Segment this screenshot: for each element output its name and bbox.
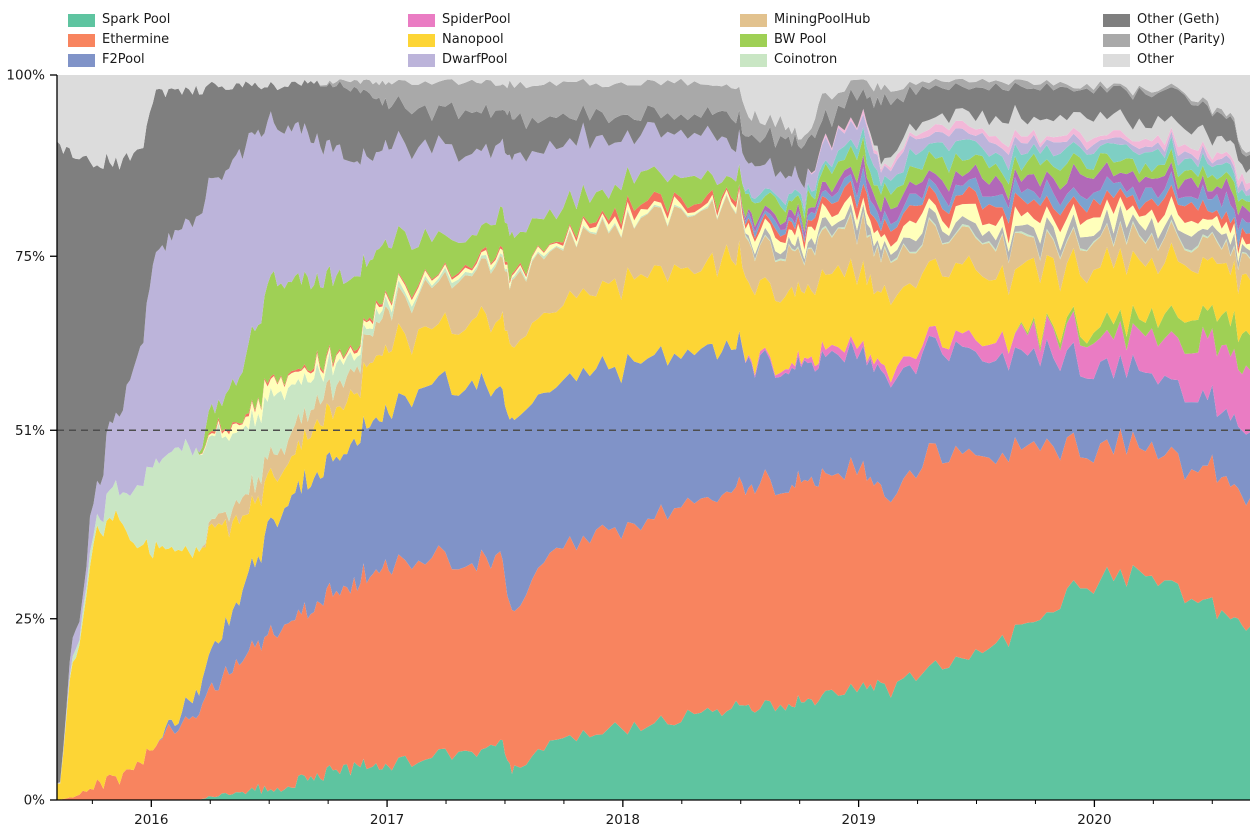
area-series-ethermine xyxy=(57,428,1250,800)
legend-label: F2Pool xyxy=(102,52,145,67)
area-series-other xyxy=(57,75,1250,170)
legend-item: Other (Parity) xyxy=(1103,30,1225,50)
legend-color-swatch xyxy=(68,13,95,27)
legend-item: Other (Geth) xyxy=(1103,10,1225,30)
legend-label: Other (Parity) xyxy=(1137,32,1226,47)
legend-color-swatch xyxy=(68,53,95,67)
axes xyxy=(50,74,1250,807)
legend-column: SpiderPool Nanopool DwarfPool xyxy=(408,10,511,70)
y-tick-label: 75% xyxy=(15,249,45,265)
legend-color-swatch xyxy=(1103,53,1130,67)
y-tick-label: 0% xyxy=(24,793,46,809)
area-series-other-parity- xyxy=(57,78,1250,170)
legend-column: MiningPoolHub BW Pool Coinotron xyxy=(740,10,870,70)
legend-item: Nanopool xyxy=(408,30,511,50)
area-series-bw-pool xyxy=(57,136,1250,784)
legend-label: BW Pool xyxy=(774,32,827,47)
legend-color-swatch xyxy=(1103,13,1130,27)
legend-item: Spark Pool xyxy=(68,10,170,30)
x-tick-label: 2017 xyxy=(370,812,404,828)
legend-column: Other (Geth) Other (Parity) Other xyxy=(1103,10,1225,70)
area-series-spark-pool xyxy=(57,565,1250,800)
legend: Spark Pool Ethermine F2Pool SpiderPool Nanop… xyxy=(0,0,1257,72)
legend-color-swatch xyxy=(740,33,767,47)
legend-label: DwarfPool xyxy=(442,52,508,67)
legend-item: MiningPoolHub xyxy=(740,10,870,30)
legend-color-swatch xyxy=(408,13,435,27)
area-series-spiderpool xyxy=(57,311,1250,800)
legend-column: Spark Pool Ethermine F2Pool xyxy=(68,10,170,70)
legend-label: Other xyxy=(1137,52,1174,67)
legend-label: MiningPoolHub xyxy=(774,12,871,27)
legend-item: SpiderPool xyxy=(408,10,511,30)
x-tick-label: 2018 xyxy=(606,812,640,828)
area-series-nanopool xyxy=(57,240,1250,800)
legend-item: Other xyxy=(1103,50,1225,70)
legend-label: SpiderPool xyxy=(442,12,511,27)
x-tick-label: 2016 xyxy=(134,812,168,828)
area-series-f2pool xyxy=(57,331,1250,800)
legend-color-swatch xyxy=(408,33,435,47)
area-series-group xyxy=(57,75,1250,800)
legend-label: Ethermine xyxy=(102,32,170,47)
legend-color-swatch xyxy=(740,53,767,67)
legend-label: Coinotron xyxy=(774,52,838,67)
legend-item: F2Pool xyxy=(68,50,170,70)
area-series-miningpoolhub xyxy=(57,193,1250,784)
legend-item: BW Pool xyxy=(740,30,870,50)
x-tick-label: 2020 xyxy=(1077,812,1111,828)
area-series-other-geth- xyxy=(57,79,1250,784)
y-tick-label: 100% xyxy=(6,68,45,84)
legend-item: Coinotron xyxy=(740,50,870,70)
legend-color-swatch xyxy=(68,33,95,47)
legend-label: Nanopool xyxy=(442,32,504,47)
legend-label: Other (Geth) xyxy=(1137,12,1220,27)
legend-color-swatch xyxy=(740,13,767,27)
legend-item: Ethermine xyxy=(68,30,170,50)
y-tick-label: 51% xyxy=(15,423,45,439)
legend-label: Spark Pool xyxy=(102,12,171,27)
legend-item: DwarfPool xyxy=(408,50,511,70)
x-tick-label: 2019 xyxy=(841,812,875,828)
y-tick-label: 25% xyxy=(15,611,45,627)
legend-color-swatch xyxy=(408,53,435,67)
legend-color-swatch xyxy=(1103,33,1130,47)
